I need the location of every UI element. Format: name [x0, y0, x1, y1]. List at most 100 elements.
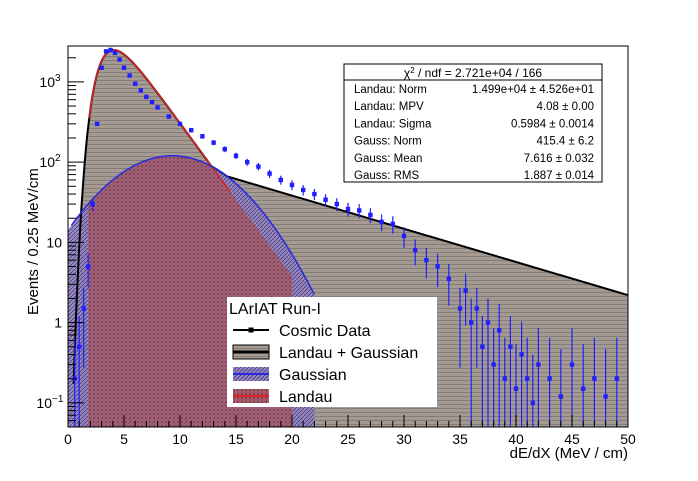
data-point	[446, 276, 451, 282]
data-point	[469, 320, 474, 325]
data-point	[390, 221, 395, 227]
data-point	[301, 187, 306, 193]
legend-title: LArIAT Run-I	[229, 301, 321, 318]
legend-label: Gaussian	[279, 367, 347, 384]
data-point	[99, 65, 104, 70]
data-point	[424, 257, 429, 263]
data-point	[525, 376, 530, 381]
data-point	[245, 159, 250, 165]
y-tick-label: 1	[54, 315, 62, 331]
stats-box-frame	[343, 63, 603, 183]
data-point	[200, 134, 205, 139]
data-point	[117, 57, 122, 62]
data-point	[108, 47, 113, 53]
x-tick-label: 0	[64, 431, 72, 447]
legend: LArIAT Run-I Cosmic Data Landau + Gaussian…	[227, 297, 437, 407]
x-tick-label: 45	[564, 431, 580, 447]
y-tick-label: 10	[39, 74, 55, 90]
landau-fit-curve	[88, 49, 231, 193]
data-point	[289, 182, 295, 188]
data-point	[513, 386, 519, 391]
data-point	[463, 288, 468, 293]
gaussian-fit-curve	[70, 155, 316, 295]
data-point	[435, 264, 440, 269]
y-tick-label: 10	[39, 154, 55, 170]
data-series-cosmic	[72, 47, 619, 427]
data-point	[90, 201, 95, 207]
data-point	[256, 164, 261, 169]
stats-row-value: 415.4 ± 6.2	[537, 136, 594, 148]
y-tick-label: 10	[46, 234, 62, 250]
data-point	[233, 153, 239, 158]
legend-label: Landau + Gaussian	[279, 345, 418, 362]
stats-row-name: Landau: MPV	[354, 101, 424, 113]
x-tick-label: 35	[452, 431, 468, 447]
x-tick-label: 50	[620, 431, 636, 447]
data-point	[323, 197, 328, 202]
x-tick-label: 15	[228, 431, 244, 447]
stats-row-name: Gauss: Norm	[354, 136, 422, 148]
data-point	[491, 362, 496, 367]
data-point	[547, 376, 552, 381]
data-point	[530, 400, 535, 406]
data-point	[112, 50, 118, 56]
data-point	[155, 105, 160, 110]
legend-key-data-marker	[248, 327, 254, 333]
data-point	[81, 306, 86, 311]
stats-row-name: Gauss: RMS	[354, 170, 420, 182]
x-tick-label: 5	[120, 431, 128, 447]
stats-row-value: 0.5984 ± 0.0014	[511, 118, 595, 130]
y-axis-title: Events / 0.25 MeV/cm	[25, 168, 42, 315]
data-point	[474, 306, 479, 311]
axis-labels: dE/dX (MeV / cm) Events / 0.25 MeV/cm	[25, 168, 628, 462]
data-point	[149, 99, 155, 105]
x-tick-label: 10	[172, 431, 188, 447]
data-point	[222, 146, 227, 152]
data-point	[457, 306, 463, 311]
x-tick-label: 25	[340, 431, 356, 447]
data-point	[614, 376, 619, 381]
stats-row-value: 4.08 ± 0.00	[537, 101, 594, 113]
x-tick-label: 20	[284, 431, 300, 447]
data-point	[497, 328, 502, 333]
stats-box: χ2 / ndf = 2.721e+04 / 166 Landau: Norm 1.…	[343, 63, 603, 183]
y-tick-label-exponent: −1	[52, 394, 64, 405]
data-point	[267, 171, 272, 176]
legend-label: Cosmic Data	[279, 323, 371, 340]
data-point	[536, 362, 541, 367]
data-point	[368, 212, 373, 218]
x-tick-label: 30	[396, 431, 412, 447]
data-point	[133, 81, 138, 86]
data-point	[144, 94, 149, 100]
data-point	[379, 219, 384, 225]
data-point	[166, 114, 171, 119]
data-point	[502, 376, 507, 381]
data-point	[189, 127, 194, 133]
data-point	[334, 201, 339, 207]
data-point	[357, 208, 362, 213]
data-point	[508, 344, 513, 349]
stats-row-value: 7.616 ± 0.032	[524, 153, 594, 165]
stats-row-name: Landau: Sigma	[354, 118, 432, 130]
data-point	[103, 49, 109, 54]
stats-row-value: 1.887 ± 0.014	[524, 170, 595, 182]
data-point	[581, 386, 586, 391]
data-point	[485, 320, 491, 325]
data-point	[401, 233, 407, 239]
stats-row-value: 1.499e+04 ± 4.526e+01	[472, 84, 594, 96]
data-point	[603, 394, 608, 399]
data-point	[312, 191, 317, 197]
x-axis-title: dE/dX (MeV / cm)	[510, 445, 628, 462]
data-point	[177, 121, 183, 127]
stats-header: χ2 / ndf = 2.721e+04 / 166	[404, 66, 543, 80]
data-point	[127, 73, 132, 78]
x-tick-label: 40	[508, 431, 524, 447]
data-point	[121, 65, 127, 70]
data-point	[211, 140, 216, 145]
data-point	[592, 376, 597, 381]
data-point	[519, 352, 524, 357]
data-point	[138, 88, 143, 93]
stats-row-name: Landau: Norm	[354, 84, 427, 96]
